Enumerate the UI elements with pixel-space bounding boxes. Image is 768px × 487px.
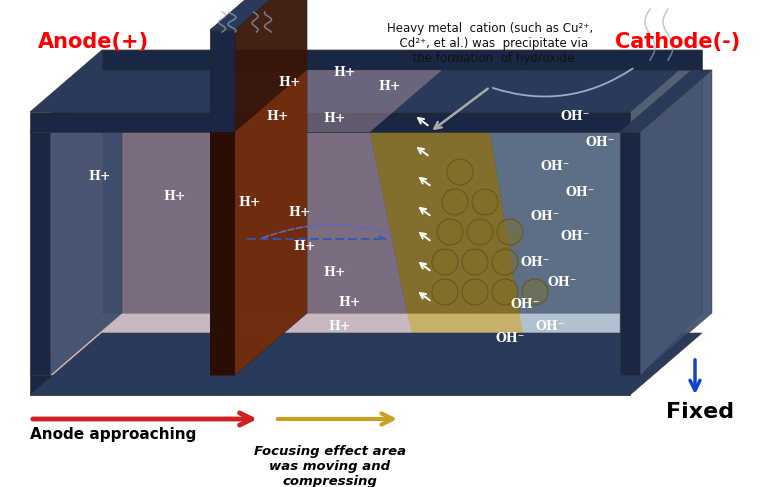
Polygon shape: [102, 50, 702, 70]
Circle shape: [462, 249, 488, 275]
Polygon shape: [640, 70, 702, 375]
Text: OH⁻: OH⁻: [541, 161, 570, 173]
Circle shape: [492, 279, 518, 305]
Polygon shape: [370, 70, 562, 132]
Polygon shape: [30, 375, 630, 395]
Circle shape: [432, 249, 458, 275]
Circle shape: [432, 279, 458, 305]
Text: OH⁻: OH⁻: [548, 276, 577, 288]
Polygon shape: [620, 70, 692, 375]
Text: H+: H+: [266, 111, 290, 124]
Polygon shape: [30, 70, 442, 132]
Text: Anode(+): Anode(+): [38, 32, 149, 52]
Polygon shape: [210, 132, 235, 375]
Polygon shape: [30, 333, 702, 395]
Text: OH⁻: OH⁻: [561, 230, 590, 244]
Polygon shape: [102, 70, 702, 313]
Text: Cathode(-): Cathode(-): [614, 32, 740, 52]
Circle shape: [472, 189, 498, 215]
Polygon shape: [30, 132, 630, 375]
Polygon shape: [235, 70, 307, 375]
Text: H+: H+: [324, 112, 346, 126]
FancyArrowPatch shape: [263, 225, 391, 238]
Text: OH⁻: OH⁻: [510, 299, 540, 312]
Polygon shape: [30, 70, 122, 132]
Text: OH⁻: OH⁻: [585, 135, 614, 149]
Polygon shape: [370, 132, 530, 375]
Text: OH⁻: OH⁻: [565, 186, 594, 199]
Circle shape: [442, 189, 468, 215]
Polygon shape: [30, 132, 420, 375]
Text: H+: H+: [293, 241, 316, 254]
Polygon shape: [235, 70, 442, 132]
Polygon shape: [30, 313, 702, 375]
Polygon shape: [50, 70, 122, 375]
Polygon shape: [210, 30, 235, 375]
Polygon shape: [640, 70, 712, 375]
Text: Fixed: Fixed: [666, 402, 734, 422]
Circle shape: [492, 249, 518, 275]
Circle shape: [447, 159, 473, 185]
Text: Heavy metal  cation (such as Cu²⁺,
  Cd²⁺, et al.) was  precipitate via
  the fo: Heavy metal cation (such as Cu²⁺, Cd²⁺, …: [387, 22, 593, 65]
Polygon shape: [30, 132, 50, 375]
Circle shape: [522, 279, 548, 305]
Polygon shape: [30, 50, 702, 112]
Circle shape: [462, 279, 488, 305]
Circle shape: [497, 219, 523, 245]
Polygon shape: [620, 70, 712, 132]
Polygon shape: [490, 132, 620, 375]
Text: H+: H+: [239, 195, 261, 208]
Polygon shape: [30, 70, 102, 375]
Text: H+: H+: [379, 80, 401, 94]
Text: OH⁻: OH⁻: [520, 256, 550, 268]
Polygon shape: [620, 132, 640, 375]
Circle shape: [467, 219, 493, 245]
Text: H+: H+: [279, 75, 301, 89]
Text: OH⁻: OH⁻: [531, 210, 560, 224]
Text: OH⁻: OH⁻: [535, 320, 564, 334]
Circle shape: [437, 219, 463, 245]
Text: H+: H+: [89, 170, 111, 184]
Circle shape: [502, 232, 520, 250]
Text: H+: H+: [339, 296, 361, 308]
Polygon shape: [210, 0, 307, 30]
Text: H+: H+: [164, 190, 187, 204]
Polygon shape: [490, 70, 692, 132]
Text: H+: H+: [324, 265, 346, 279]
Polygon shape: [30, 112, 630, 132]
Text: Anode approaching: Anode approaching: [30, 428, 197, 443]
Text: H+: H+: [329, 320, 351, 334]
Circle shape: [472, 232, 490, 250]
Text: OH⁻: OH⁻: [495, 333, 525, 345]
Polygon shape: [235, 0, 307, 375]
Text: OH⁻: OH⁻: [561, 111, 590, 124]
Text: H+: H+: [334, 65, 356, 78]
Text: Focusing effect area
was moving and
compressing: Focusing effect area was moving and comp…: [254, 445, 406, 487]
Text: H+: H+: [289, 206, 311, 219]
